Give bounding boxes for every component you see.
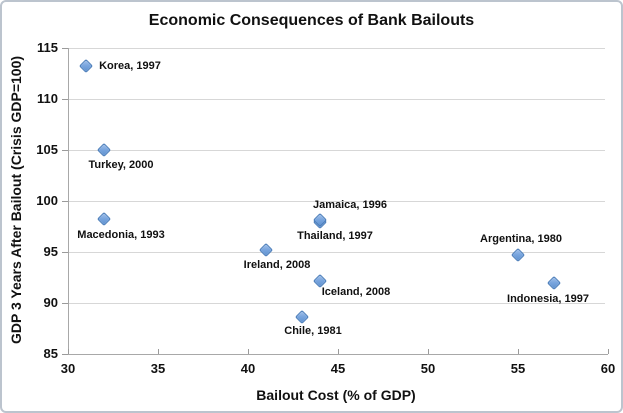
x-tick-35 (158, 349, 159, 354)
y-tick-105 (62, 150, 68, 151)
y-tick-label-115: 115 (37, 40, 58, 55)
gridline-y-105 (68, 150, 605, 151)
chart-title: Economic Consequences of Bank Bailouts (148, 12, 475, 29)
gridline-y-100 (68, 201, 605, 202)
gridline-y-115 (68, 48, 605, 49)
y-tick-115 (62, 48, 68, 49)
x-axis-title: Bailout Cost (% of GDP) (256, 387, 416, 403)
data-label-thailand-1997: Thailand, 1997 (297, 230, 373, 243)
gridline-y-95 (68, 252, 605, 253)
x-tick-60 (608, 349, 609, 354)
x-tick-40 (248, 349, 249, 354)
gridline-y-90 (68, 303, 605, 304)
y-tick-label-105: 105 (36, 142, 58, 157)
y-tick-90 (62, 303, 68, 304)
data-label-turkey-2000: Turkey, 2000 (88, 159, 154, 171)
data-label-ireland-2008: Ireland, 2008 (243, 258, 311, 271)
y-tick-100 (62, 201, 68, 202)
data-label-korea-1997: Korea, 1997 (99, 60, 161, 73)
x-tick-label-35: 35 (150, 361, 166, 376)
data-label-argentina-1980: Argentina, 1980 (480, 233, 562, 246)
x-tick-label-50: 50 (420, 361, 436, 376)
y-tick-label-95: 95 (43, 244, 58, 259)
data-label-chile-1981: Chile, 1981 (284, 325, 342, 338)
x-tick-label-40: 40 (240, 361, 256, 376)
x-tick-30 (68, 349, 69, 354)
y-tick-95 (62, 252, 68, 253)
x-tick-label-60: 60 (600, 361, 616, 376)
data-label-iceland-2008: Iceland, 2008 (321, 285, 391, 298)
data-label-macedonia-1993: Macedonia, 1993 (77, 229, 165, 242)
data-label-jamaica-1996: Jamaica, 1996 (312, 199, 388, 212)
y-tick-110 (62, 99, 68, 100)
y-tick-85 (62, 354, 68, 355)
x-tick-label-45: 45 (330, 361, 346, 376)
y-tick-label-85: 85 (43, 346, 58, 361)
y-axis-line (68, 48, 69, 354)
y-tick-label-90: 90 (43, 295, 58, 310)
y-tick-label-110: 110 (37, 91, 58, 106)
x-tick-55 (518, 349, 519, 354)
y-tick-label-100: 100 (36, 193, 58, 208)
x-tick-label-30: 30 (60, 361, 76, 376)
x-tick-45 (338, 349, 339, 354)
x-axis-line (68, 354, 608, 355)
x-tick-50 (428, 349, 429, 354)
data-label-indonesia-1997: Indonesia, 1997 (507, 292, 589, 305)
x-tick-label-55: 55 (510, 361, 526, 376)
gridline-y-110 (68, 99, 605, 100)
